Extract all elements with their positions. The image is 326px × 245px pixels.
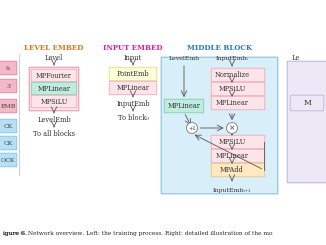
Text: MPSiLU: MPSiLU (218, 85, 245, 93)
Text: MPLinear: MPLinear (215, 152, 248, 160)
FancyBboxPatch shape (31, 82, 77, 95)
FancyBboxPatch shape (109, 81, 157, 95)
FancyBboxPatch shape (211, 135, 265, 149)
FancyBboxPatch shape (0, 79, 17, 93)
Text: MPLinear: MPLinear (168, 102, 200, 110)
Text: MPLinear: MPLinear (215, 99, 248, 107)
Text: INPUT EMBED: INPUT EMBED (103, 44, 163, 52)
Text: To block₀: To block₀ (118, 114, 148, 122)
FancyBboxPatch shape (211, 149, 265, 163)
Text: EMB: EMB (0, 103, 16, 109)
Text: ×: × (229, 124, 235, 132)
FancyBboxPatch shape (0, 99, 17, 113)
FancyBboxPatch shape (0, 153, 17, 167)
Text: MPLinear: MPLinear (37, 85, 70, 93)
Text: To all blocks: To all blocks (33, 130, 75, 138)
FancyBboxPatch shape (161, 57, 278, 194)
Text: CK: CK (3, 140, 13, 146)
Text: CK: CK (3, 123, 13, 128)
Text: MIDDLE BLOCK: MIDDLE BLOCK (187, 44, 252, 52)
FancyBboxPatch shape (109, 67, 157, 81)
Text: LevelEmb: LevelEmb (37, 116, 71, 124)
FancyBboxPatch shape (31, 95, 77, 108)
Text: +1: +1 (188, 125, 196, 131)
Text: MPSiLU: MPSiLU (218, 138, 245, 146)
Text: h: h (6, 65, 10, 71)
Text: 3: 3 (6, 84, 10, 88)
FancyBboxPatch shape (211, 96, 265, 110)
Text: Input: Input (124, 54, 142, 62)
FancyBboxPatch shape (290, 95, 324, 111)
Text: igure 6. ​Network overview​. ​Left​: the training process. ​Right​: detailed ill: igure 6. ​Network overview​. ​Left​: the… (3, 231, 273, 235)
Text: MPFourier: MPFourier (36, 72, 72, 79)
Text: M: M (303, 99, 311, 107)
FancyBboxPatch shape (211, 163, 265, 177)
FancyBboxPatch shape (31, 69, 77, 82)
Text: LevelEmb: LevelEmb (168, 56, 200, 61)
Circle shape (227, 122, 238, 134)
Text: InputEmbᵢ₊₁: InputEmbᵢ₊₁ (213, 187, 251, 193)
Text: OCK: OCK (1, 158, 15, 162)
Text: MPLinear: MPLinear (116, 84, 150, 92)
Text: MPSiLU: MPSiLU (40, 98, 67, 106)
Text: InputEmb: InputEmb (116, 100, 150, 108)
Text: LEVEL EMBED: LEVEL EMBED (24, 44, 84, 52)
Text: igure 6.: igure 6. (3, 231, 29, 235)
Text: Normalize: Normalize (215, 71, 250, 79)
FancyBboxPatch shape (164, 99, 204, 113)
FancyBboxPatch shape (287, 61, 326, 183)
Text: Level: Level (45, 54, 63, 62)
FancyBboxPatch shape (0, 136, 17, 150)
FancyBboxPatch shape (211, 82, 265, 96)
Circle shape (186, 122, 198, 134)
Text: MPAdd: MPAdd (220, 166, 244, 174)
FancyBboxPatch shape (29, 67, 79, 111)
Text: InputEmbᵢ: InputEmbᵢ (215, 56, 248, 61)
FancyBboxPatch shape (0, 119, 17, 133)
FancyBboxPatch shape (211, 68, 265, 82)
FancyBboxPatch shape (0, 61, 17, 75)
Text: Le: Le (292, 54, 300, 62)
Text: PointEmb: PointEmb (117, 70, 149, 78)
